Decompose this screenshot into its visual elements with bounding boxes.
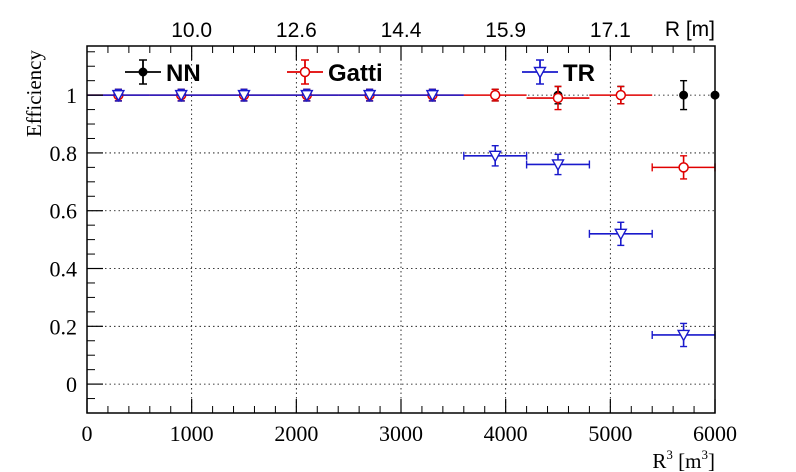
data-point	[651, 322, 716, 348]
x-axis-title: R3 [m3]	[652, 447, 715, 472]
data-point	[589, 85, 653, 105]
x-axis-title-var: R	[652, 449, 666, 472]
data-marker	[614, 228, 628, 241]
top-tick-label: 12.6	[276, 19, 317, 42]
x-axis-title-unit-exp: 3	[702, 447, 709, 462]
y-tick-label: 1	[66, 83, 77, 108]
top-tick-label: 10.0	[171, 19, 212, 42]
top-tick-label: 17.1	[590, 19, 631, 42]
legend-label: TR	[563, 60, 595, 87]
data-point	[679, 79, 689, 111]
top-tick-label: 14.4	[381, 19, 422, 42]
legend-marker	[299, 66, 311, 78]
data-marker	[676, 329, 691, 342]
data-marker	[678, 162, 689, 173]
legend-marker	[533, 66, 547, 79]
data-point	[588, 221, 653, 247]
data-marker	[174, 89, 188, 103]
data-point	[212, 88, 276, 103]
data-marker	[237, 89, 251, 103]
legend-item-tr: TR	[522, 59, 595, 87]
data-point	[463, 144, 528, 167]
y-tick-label: 0.2	[50, 314, 78, 339]
series-tr	[87, 88, 716, 348]
data-point	[338, 88, 401, 103]
y-tick-label: 0.6	[50, 199, 78, 224]
y-tick-label: 0	[66, 372, 77, 397]
top-axis-title: R [m]	[665, 18, 715, 41]
data-marker	[488, 150, 502, 163]
data-point	[149, 88, 213, 103]
y-tick-label: 0.8	[50, 141, 78, 166]
top-tick-label: 15.9	[485, 19, 526, 42]
x-tick-label: 3000	[379, 421, 423, 446]
data-marker	[552, 92, 564, 104]
data-point	[651, 155, 716, 180]
x-tick-label: 0	[82, 421, 93, 446]
x-tick-label: 6000	[693, 421, 737, 446]
data-marker	[111, 89, 126, 103]
legend-label: Gatti	[328, 60, 383, 87]
x-tick-label: 1000	[170, 421, 214, 446]
legend-marker	[138, 67, 148, 77]
y-tick-label: 0.4	[50, 257, 78, 282]
data-marker	[300, 89, 314, 103]
data-marker	[425, 89, 440, 103]
data-point	[401, 88, 464, 103]
data-marker	[551, 159, 565, 172]
y-axis-title: Efficiency	[22, 50, 46, 138]
legend-label: NN	[166, 60, 201, 87]
x-tick-label: 2000	[274, 421, 318, 446]
x-axis-title-unit-close: ]	[708, 449, 715, 472]
data-point	[463, 88, 527, 102]
legend-item-gatti: Gatti	[287, 59, 383, 87]
tick-labels: 0 1000 2000 3000 4000 5000 6000 0 0.2 0.4 0.6 0.8 1 1…	[50, 19, 738, 446]
data-point	[526, 85, 590, 111]
axis-ticks	[86, 46, 716, 414]
legend: NN Gatti TR	[125, 59, 595, 87]
x-axis-title-var-exp: 3	[666, 447, 673, 462]
x-tick-label: 4000	[484, 421, 528, 446]
data-point	[275, 88, 339, 103]
data-point	[525, 153, 591, 176]
legend-item-nn: NN	[125, 59, 201, 87]
x-tick-label: 5000	[588, 421, 632, 446]
data-marker	[615, 89, 627, 101]
data-series	[87, 79, 720, 348]
data-marker	[489, 89, 501, 101]
x-axis-title-unit-open: [m	[673, 449, 702, 472]
data-marker	[362, 89, 377, 103]
data-marker	[679, 90, 689, 100]
